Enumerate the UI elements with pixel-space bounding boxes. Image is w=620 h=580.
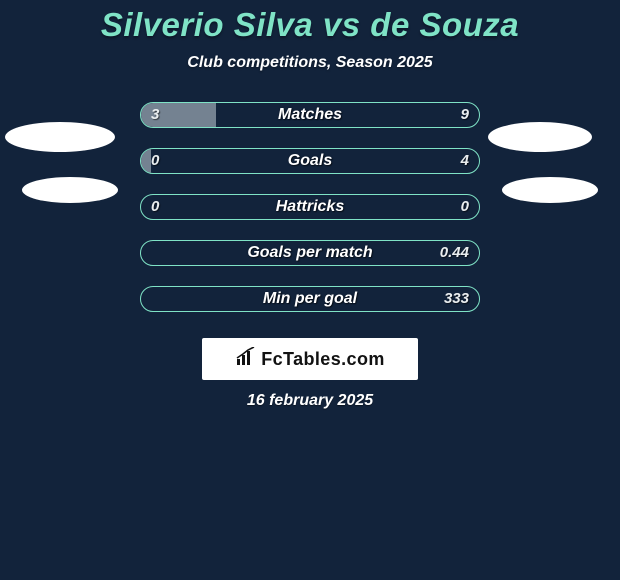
- stat-value-right: 333: [444, 287, 469, 311]
- comparison-infographic: Silverio Silva vs de Souza Club competit…: [0, 0, 620, 580]
- stat-bar-frame: Hattricks0 0: [140, 194, 480, 220]
- stat-label: Goals: [141, 149, 479, 173]
- date-text: 16 february 2025: [0, 392, 620, 410]
- stat-row: Matches3 9: [0, 102, 620, 148]
- stat-label: Min per goal: [141, 287, 479, 311]
- stat-row: Goals0 4: [0, 148, 620, 194]
- stat-value-right: 9: [461, 103, 469, 127]
- stat-row: Goals per match0.44: [0, 240, 620, 286]
- page-title: Silverio Silva vs de Souza: [0, 0, 620, 44]
- stat-label: Matches: [141, 103, 479, 127]
- stat-value-left: 3: [151, 103, 159, 127]
- stat-row: Min per goal333: [0, 286, 620, 332]
- stat-label: Goals per match: [141, 241, 479, 265]
- stat-value-right: 0: [461, 195, 469, 219]
- stat-rows: Matches39Goals04Hattricks00Goals per mat…: [0, 102, 620, 332]
- branding-text: FcTables.com: [261, 349, 385, 370]
- stat-bar-frame: Matches3 9: [140, 102, 480, 128]
- stat-value-left: 0: [151, 195, 159, 219]
- branding-badge: FcTables.com: [202, 338, 418, 380]
- subtitle: Club competitions, Season 2025: [0, 54, 620, 72]
- stat-bar-frame: Goals0 4: [140, 148, 480, 174]
- stat-label: Hattricks: [141, 195, 479, 219]
- stat-value-right: 0.44: [440, 241, 469, 265]
- stat-bar-frame: Goals per match0.44: [140, 240, 480, 266]
- stat-value-right: 4: [461, 149, 469, 173]
- chart-icon: [235, 347, 257, 372]
- stat-bar-frame: Min per goal333: [140, 286, 480, 312]
- stat-row: Hattricks0 0: [0, 194, 620, 240]
- stat-value-left: 0: [151, 149, 159, 173]
